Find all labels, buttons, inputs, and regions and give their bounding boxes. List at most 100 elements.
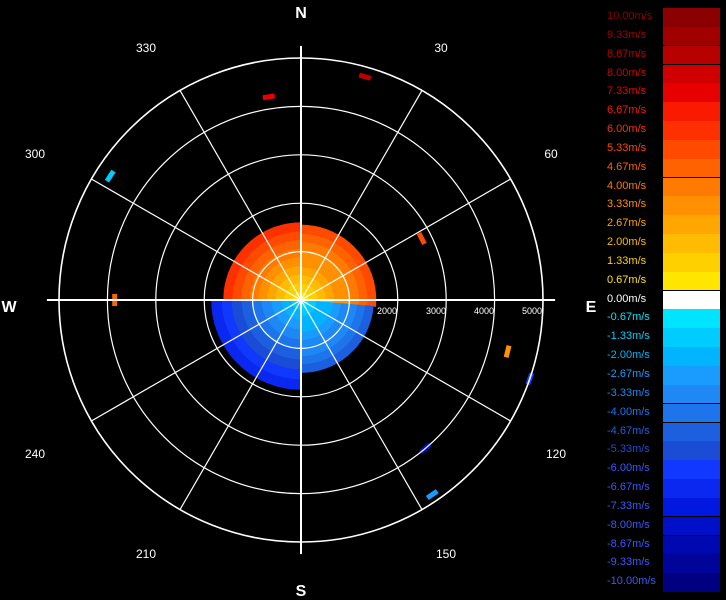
legend-label: 7.33m/s <box>607 85 647 98</box>
legend-swatch <box>663 441 720 460</box>
range-label-4000: 4000 <box>474 306 494 316</box>
clutter-echo <box>425 489 439 501</box>
echo-bin <box>287 222 296 233</box>
azimuth-radial <box>300 90 423 301</box>
azimuth-radial <box>91 178 302 301</box>
legend-label: 2.67m/s <box>607 217 647 230</box>
legend-row: -8.67m/s <box>604 535 722 555</box>
azimuth-radial <box>300 299 511 422</box>
legend-label: -2.00m/s <box>607 349 650 362</box>
legend-row: 0.67m/s <box>604 271 722 291</box>
legend-label: 5.33m/s <box>607 141 647 154</box>
azimuth-label-30: 30 <box>434 41 448 55</box>
legend-row: 8.00m/s <box>604 64 722 84</box>
echo-bin <box>305 355 313 365</box>
azimuth-radial <box>179 299 302 510</box>
legend-swatch <box>663 26 720 46</box>
legend-swatch <box>663 422 720 442</box>
legend-row: -2.00m/s <box>604 347 722 366</box>
azimuth-label-60: 60 <box>544 147 558 161</box>
legend-label: -3.33m/s <box>607 386 650 399</box>
legend-swatch <box>663 215 720 234</box>
azimuth-label-210: 210 <box>136 547 156 561</box>
north-label: N <box>295 5 307 22</box>
azimuth-label-150: 150 <box>436 547 456 561</box>
legend-swatch <box>663 516 720 536</box>
legend-row: -5.33m/s <box>604 441 722 460</box>
legend-label: 0.67m/s <box>607 273 647 286</box>
legend-swatch <box>663 64 720 84</box>
azimuth-label-120: 120 <box>546 447 566 461</box>
legend-label: -2.67m/s <box>607 367 650 380</box>
legend-swatch <box>663 252 720 272</box>
legend-row: 6.67m/s <box>604 102 722 121</box>
legend-swatch <box>663 139 720 159</box>
legend-label: -10.00m/s <box>607 575 656 588</box>
legend-label: -8.67m/s <box>607 537 650 550</box>
radar-plot: N E S W 30 60 120 150 210 240 300 330 20… <box>1 5 597 600</box>
legend-swatch <box>663 271 720 291</box>
echo-bin <box>292 378 302 390</box>
legend-label: 8.00m/s <box>607 66 647 79</box>
legend-swatch <box>663 460 720 479</box>
echo-bin <box>306 363 314 373</box>
legend-swatch <box>663 497 720 517</box>
echo-bin <box>211 299 223 309</box>
legend-row: -10.00m/s <box>604 573 722 592</box>
legend-row: 10.00m/s <box>604 8 722 27</box>
legend-row: 3.33m/s <box>604 196 722 216</box>
legend-row: -7.33m/s <box>604 497 722 517</box>
legend-row: 0.00m/s <box>604 290 722 310</box>
legend-row: 5.33m/s <box>604 139 722 159</box>
legend-row: -8.00m/s <box>604 516 722 536</box>
echo-bin <box>221 299 232 308</box>
azimuth-label-240: 240 <box>25 447 45 461</box>
legend-row: -9.33m/s <box>604 554 722 573</box>
legend-swatch <box>663 384 720 404</box>
legend-row: 7.33m/s <box>604 83 722 103</box>
echo-bin <box>293 369 302 380</box>
azimuth-label-300: 300 <box>25 147 45 161</box>
legend-label: 10.00m/s <box>607 10 653 22</box>
range-label-5000: 5000 <box>522 306 542 316</box>
legend-label: -4.67m/s <box>607 424 650 437</box>
polar-grid <box>46 45 556 555</box>
legend-row: 4.67m/s <box>604 158 722 178</box>
legend-label: -4.00m/s <box>607 405 650 418</box>
echo-bin <box>223 292 233 301</box>
west-label: W <box>1 299 17 316</box>
legend-label: 6.00m/s <box>607 123 647 135</box>
clutter-echo <box>503 345 512 358</box>
legend-row: 8.67m/s <box>604 45 722 65</box>
echo-bin <box>211 306 223 316</box>
legend-row: -6.00m/s <box>604 460 722 479</box>
legend-swatch <box>663 8 720 27</box>
legend-swatch <box>663 234 720 253</box>
echo-bin <box>293 222 302 232</box>
legend-label: 0.00m/s <box>607 292 647 305</box>
legend-swatch <box>663 309 720 329</box>
clutter-echo <box>358 72 372 81</box>
legend-label: 3.33m/s <box>607 198 647 211</box>
echo-bin <box>366 286 377 295</box>
azimuth-label-330: 330 <box>136 41 156 55</box>
legend-swatch <box>663 290 720 310</box>
legend-label: 8.67m/s <box>607 47 647 60</box>
legend-swatch <box>663 479 720 498</box>
legend-swatch <box>663 83 720 103</box>
legend-label: -8.00m/s <box>607 518 650 531</box>
legend-row: -3.33m/s <box>604 384 722 404</box>
legend-label: -6.67m/s <box>607 481 650 493</box>
legend-row: 1.33m/s <box>604 252 722 272</box>
azimuth-radial <box>300 299 423 510</box>
legend-swatch <box>663 365 720 385</box>
legend-label: 4.67m/s <box>607 160 647 173</box>
legend-row: -6.67m/s <box>604 479 722 498</box>
legend-label: 2.00m/s <box>607 236 647 249</box>
legend-label: -5.33m/s <box>607 443 650 456</box>
legend-label: -7.33m/s <box>607 499 650 512</box>
range-label-2000: 2000 <box>377 306 397 316</box>
east-label: E <box>586 299 597 316</box>
legend-row: 9.33m/s <box>604 26 722 46</box>
azimuth-radial <box>91 299 302 422</box>
